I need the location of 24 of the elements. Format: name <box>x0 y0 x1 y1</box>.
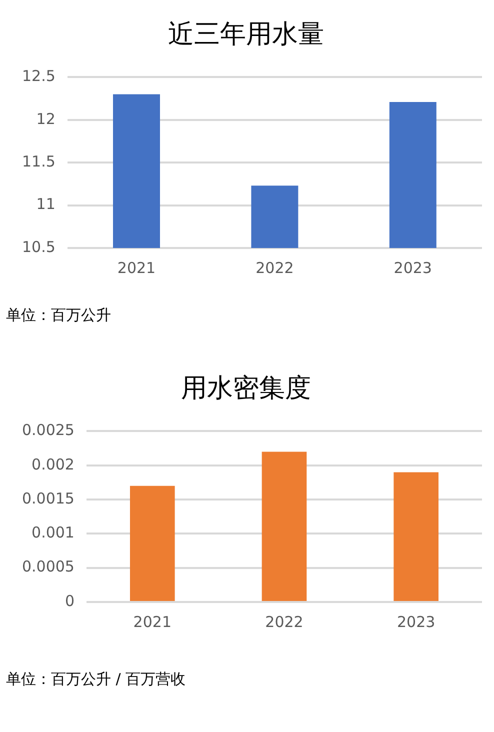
text: 单位：百万公升 <box>5 305 112 326</box>
y-tick-label: 0.0025 <box>22 421 74 440</box>
y-tick-label: 0.001 <box>32 524 74 542</box>
y-tick-label: 12.5 <box>22 67 56 86</box>
bar <box>394 472 438 601</box>
y-tick-label: 0.0015 <box>22 489 74 508</box>
bar <box>262 452 307 601</box>
chart-title: 近三年用水量 <box>168 19 324 50</box>
bar <box>130 486 175 601</box>
y-tick-label: 11.5 <box>22 152 56 170</box>
y-tick-label: 0 <box>64 592 74 610</box>
y-tick-label: 0.0005 <box>22 558 74 576</box>
x-tick-label: 2022 <box>256 258 294 277</box>
y-tick-label: 11 <box>36 195 56 214</box>
x-tick-label: 2021 <box>117 258 156 277</box>
x-tick-label: 2023 <box>394 258 432 277</box>
y-tick-label: 10.5 <box>22 238 56 256</box>
x-tick-label: 2023 <box>396 612 436 631</box>
y-tick-label: 12 <box>36 110 56 128</box>
x-tick-label: 2022 <box>265 612 304 631</box>
x-tick-label: 2021 <box>133 612 172 631</box>
text: 单位：百万公升 / 百万营收 <box>5 669 187 690</box>
chart-title: 用水密集度 <box>181 373 311 404</box>
y-tick-label: 0.002 <box>32 455 74 474</box>
